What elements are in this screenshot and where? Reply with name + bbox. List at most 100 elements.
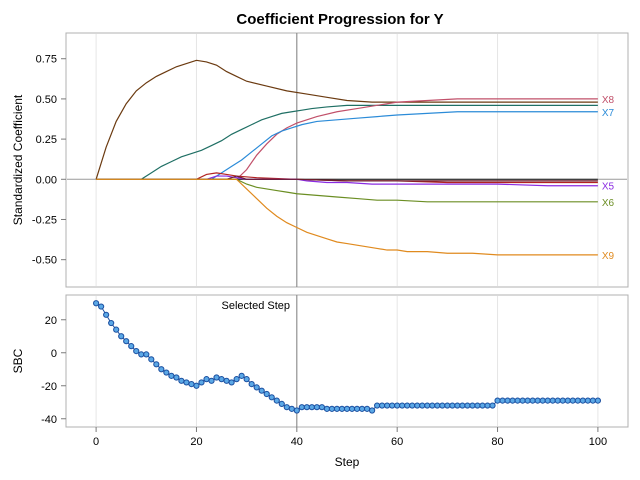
sbc-data-point bbox=[173, 374, 180, 381]
sbc-data-point bbox=[464, 402, 471, 409]
step-x-tick-label: 40 bbox=[291, 436, 303, 448]
sbc-data-point bbox=[479, 402, 486, 409]
sbc-data-point bbox=[544, 397, 551, 404]
sbc-data-point bbox=[178, 377, 185, 384]
step-x-tick-label: 60 bbox=[391, 436, 403, 448]
coefficient-series-label: X9 bbox=[602, 251, 615, 262]
sbc-data-point bbox=[213, 374, 220, 381]
sbc-data-point bbox=[143, 351, 150, 358]
sbc-data-point bbox=[559, 397, 566, 404]
sbc-data-point bbox=[494, 397, 501, 404]
sbc-data-point bbox=[133, 348, 140, 355]
sbc-data-point bbox=[489, 402, 496, 409]
sbc-data-point bbox=[379, 402, 386, 409]
sbc-data-point bbox=[218, 376, 225, 383]
sbc-data-point bbox=[353, 405, 361, 412]
sbc-y-tick-label: -40 bbox=[41, 414, 57, 426]
coefficient-series-line bbox=[95, 59, 598, 180]
sbc-data-point bbox=[358, 405, 366, 412]
sbc-y-tick-label: 0 bbox=[51, 348, 57, 360]
sbc-data-point bbox=[273, 397, 280, 404]
sbc-data-point bbox=[584, 397, 591, 404]
coefficient-series-line bbox=[96, 175, 598, 187]
sbc-data-point bbox=[298, 404, 305, 411]
coefficient-panel: 0.75 0.50 0.25 0.00 -0.25 -0.50 X8 X7 X5 X6 X9 St… bbox=[11, 32, 629, 288]
sbc-data-point bbox=[509, 397, 516, 404]
sbc-data-point bbox=[348, 405, 356, 412]
sbc-data-point bbox=[128, 343, 135, 350]
sbc-data-point bbox=[368, 407, 376, 414]
sbc-data-point bbox=[153, 361, 160, 368]
sbc-panel: 200-20-400 20 40 60 80 100 Selected Step SBC … bbox=[11, 294, 629, 469]
coefficient-series-line bbox=[96, 175, 598, 182]
sbc-data-point bbox=[419, 402, 426, 409]
sbc-data-point bbox=[108, 319, 115, 327]
sbc-data-point bbox=[163, 369, 170, 376]
coefficient-series-label: X8 bbox=[602, 95, 615, 106]
step-x-tick-label: 100 bbox=[589, 436, 607, 448]
sbc-data-point bbox=[459, 402, 466, 409]
sbc-data-point bbox=[283, 404, 290, 411]
sbc-data-point bbox=[474, 402, 481, 409]
sbc-data-point bbox=[414, 402, 421, 409]
sbc-data-point bbox=[333, 405, 341, 412]
sbc-data-point bbox=[424, 402, 431, 409]
sbc-data-point bbox=[188, 381, 195, 388]
coefficient-series-line bbox=[96, 98, 598, 180]
coefficient-y-tick-label: 0.00 bbox=[36, 174, 57, 186]
sbc-data-point bbox=[534, 397, 541, 404]
step-x-axis-label: Step bbox=[335, 455, 360, 469]
sbc-data-point bbox=[539, 397, 546, 404]
coefficient-series-label: X7 bbox=[602, 108, 615, 119]
sbc-data-point bbox=[233, 376, 240, 383]
sbc-data-point bbox=[469, 402, 476, 409]
sbc-data-point bbox=[318, 404, 326, 411]
sbc-data-point bbox=[434, 402, 441, 409]
sbc-data-point bbox=[589, 397, 596, 404]
coefficient-y-tick-label: 0.25 bbox=[36, 134, 57, 146]
sbc-data-point bbox=[484, 402, 491, 409]
coefficient-plot-frame bbox=[65, 32, 629, 288]
sbc-data-point bbox=[394, 402, 401, 409]
coefficient-series-label: X6 bbox=[602, 198, 615, 209]
sbc-data-point bbox=[343, 405, 351, 412]
sbc-data-point bbox=[454, 402, 461, 409]
sbc-data-point bbox=[529, 397, 536, 404]
sbc-data-point bbox=[138, 351, 145, 358]
sbc-data-point bbox=[198, 379, 205, 386]
sbc-data-point bbox=[384, 402, 391, 409]
sbc-data-point bbox=[569, 397, 576, 404]
sbc-data-point bbox=[118, 333, 125, 340]
coefficient-series-line bbox=[96, 104, 598, 180]
sbc-data-point bbox=[499, 397, 506, 404]
sbc-data-point bbox=[303, 404, 310, 411]
sbc-y-tick-label: 20 bbox=[45, 315, 57, 327]
sbc-data-point bbox=[574, 397, 581, 404]
sbc-data-point bbox=[248, 381, 255, 388]
sbc-data-point bbox=[253, 384, 260, 391]
sbc-data-point bbox=[203, 376, 210, 383]
sbc-data-point bbox=[288, 405, 295, 412]
sbc-data-point bbox=[549, 397, 556, 404]
step-x-tick-label: 0 bbox=[93, 436, 99, 448]
coefficient-series-line bbox=[96, 172, 598, 184]
sbc-data-point bbox=[429, 402, 436, 409]
sbc-data-point bbox=[208, 377, 215, 384]
selected-step-annotation: Selected Step bbox=[222, 300, 291, 312]
sbc-data-point bbox=[193, 382, 200, 389]
sbc-data-point bbox=[449, 402, 456, 409]
sbc-data-point bbox=[409, 402, 416, 409]
sbc-plot-frame bbox=[65, 294, 629, 428]
sbc-data-point bbox=[168, 372, 175, 379]
sbc-data-point bbox=[363, 405, 371, 412]
sbc-data-point bbox=[263, 390, 270, 398]
sbc-data-point bbox=[278, 400, 285, 407]
sbc-data-point bbox=[579, 397, 586, 404]
sbc-data-point bbox=[594, 397, 601, 404]
sbc-data-point bbox=[228, 379, 235, 386]
sbc-data-point bbox=[258, 387, 265, 394]
sbc-data-point bbox=[323, 405, 331, 412]
coefficient-series-line bbox=[96, 111, 598, 180]
coefficient-series-label: X5 bbox=[602, 182, 615, 193]
sbc-data-point bbox=[514, 397, 521, 404]
